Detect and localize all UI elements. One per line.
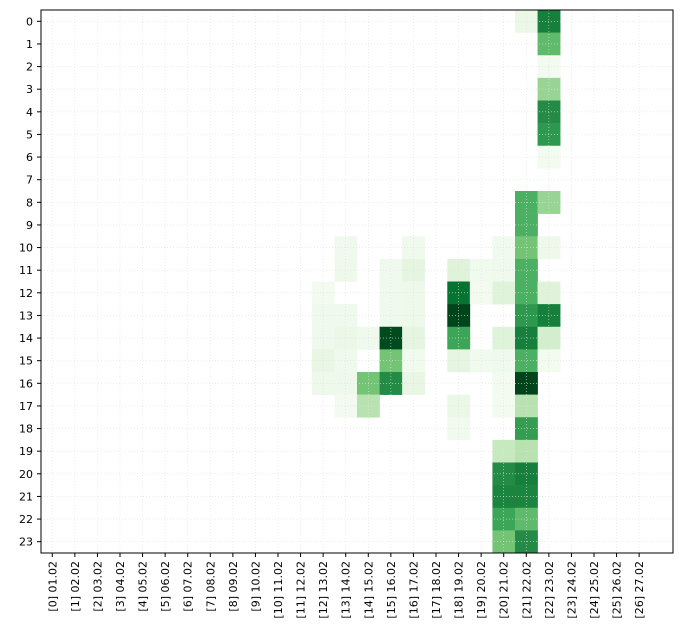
x-tick-label: [16] 17.02 bbox=[407, 561, 420, 619]
heat-cell bbox=[537, 77, 561, 101]
heat-cell bbox=[334, 372, 358, 395]
x-tick-label: [7] 08.02 bbox=[204, 561, 217, 612]
y-tick-label: 13 bbox=[19, 309, 33, 322]
heat-cell bbox=[537, 349, 561, 373]
x-tick-label: [12] 13.02 bbox=[317, 561, 330, 619]
y-tick-label: 10 bbox=[19, 242, 33, 255]
heat-cell bbox=[334, 349, 358, 373]
x-tick-label: [24] 25.02 bbox=[588, 561, 601, 619]
heat-cell bbox=[334, 326, 358, 350]
x-tick-label: [8] 09.02 bbox=[227, 561, 240, 612]
x-tick-label: [6] 07.02 bbox=[182, 561, 195, 612]
heat-cell bbox=[537, 123, 561, 147]
plot-frame bbox=[40, 9, 674, 554]
x-tick-label: [20] 21.02 bbox=[498, 561, 511, 619]
x-tick-label: [3] 04.02 bbox=[114, 561, 127, 612]
x-tick-label: [26] 27.02 bbox=[633, 561, 646, 619]
heat-cell bbox=[515, 507, 538, 531]
heat-cell bbox=[537, 55, 561, 79]
x-tick-label: [23] 24.02 bbox=[565, 561, 578, 619]
y-tick-label: 1 bbox=[26, 38, 33, 51]
x-tick-label: [13] 14.02 bbox=[340, 561, 353, 619]
y-tick-label: 17 bbox=[19, 400, 33, 413]
x-tick-label: [22] 23.02 bbox=[543, 561, 556, 619]
x-tick-label: [9] 10.02 bbox=[249, 561, 262, 612]
y-tick-label: 22 bbox=[19, 513, 33, 526]
heat-cell bbox=[515, 213, 538, 237]
heat-cell bbox=[515, 372, 538, 395]
y-tick-label: 14 bbox=[19, 332, 33, 345]
heat-cell bbox=[379, 349, 403, 373]
heat-cell bbox=[537, 100, 561, 124]
y-tick-label: 2 bbox=[26, 61, 33, 74]
x-tick-label: [4] 05.02 bbox=[137, 561, 150, 612]
heat-cell bbox=[537, 32, 561, 56]
x-tick-label: [17] 18.02 bbox=[430, 561, 443, 619]
heat-cell bbox=[515, 304, 538, 328]
x-tick-label: [2] 03.02 bbox=[91, 561, 104, 612]
y-tick-label: 23 bbox=[19, 536, 33, 549]
x-tick-label: [15] 16.02 bbox=[385, 561, 398, 619]
x-tick-label: [10] 11.02 bbox=[272, 561, 285, 619]
x-tick-label: [21] 22.02 bbox=[520, 561, 533, 619]
heat-cell bbox=[515, 258, 538, 282]
y-tick-label: 21 bbox=[19, 490, 33, 503]
y-tick-label: 19 bbox=[19, 445, 33, 458]
heat-cell bbox=[515, 349, 538, 373]
x-tick-label: [0] 01.02 bbox=[46, 561, 59, 612]
heat-cell bbox=[515, 417, 538, 441]
heat-cell bbox=[379, 326, 403, 350]
heat-cell bbox=[379, 304, 403, 328]
heat-cell bbox=[379, 258, 403, 282]
y-tick-label: 20 bbox=[19, 468, 33, 481]
x-tick-label: [18] 19.02 bbox=[453, 561, 466, 619]
heat-cell bbox=[469, 349, 493, 373]
y-tick-label: 6 bbox=[26, 151, 33, 164]
y-tick-label: 18 bbox=[19, 423, 33, 436]
heat-cell bbox=[379, 372, 403, 395]
x-tick-label: [5] 06.02 bbox=[159, 561, 172, 612]
x-tick-label: [11] 12.02 bbox=[295, 561, 308, 619]
heat-cell bbox=[537, 10, 561, 33]
heat-cell bbox=[334, 304, 358, 328]
y-tick-label: 16 bbox=[19, 377, 33, 390]
y-tick-label: 11 bbox=[19, 264, 33, 277]
x-tick-label: [19] 20.02 bbox=[475, 561, 488, 619]
x-tick-label: [1] 02.02 bbox=[69, 561, 82, 612]
x-tick-label: [14] 15.02 bbox=[362, 561, 375, 619]
y-tick-label: 4 bbox=[26, 106, 33, 119]
y-tick-label: 9 bbox=[26, 219, 33, 232]
y-tick-label: 0 bbox=[26, 15, 33, 28]
y-tick-label: 12 bbox=[19, 287, 33, 300]
heat-cell bbox=[515, 462, 538, 486]
y-tick-label: 8 bbox=[26, 196, 33, 209]
y-tick-label: 15 bbox=[19, 355, 33, 368]
y-tick-label: 7 bbox=[26, 174, 33, 187]
heat-cell bbox=[537, 326, 561, 350]
x-tick-label: [25] 26.02 bbox=[611, 561, 624, 619]
heat-cell bbox=[515, 326, 538, 350]
heat-cell bbox=[334, 258, 358, 282]
heat-cell bbox=[537, 304, 561, 328]
heat-cell bbox=[469, 258, 493, 282]
y-tick-label: 3 bbox=[26, 83, 33, 96]
y-tick-label: 5 bbox=[26, 128, 33, 141]
heat-cell bbox=[515, 10, 538, 33]
